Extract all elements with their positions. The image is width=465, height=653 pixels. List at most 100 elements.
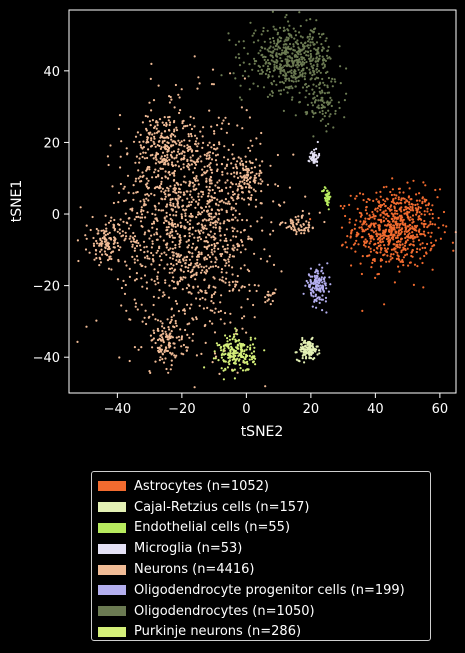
data-point — [157, 169, 160, 172]
data-point — [262, 56, 265, 59]
data-point — [228, 284, 231, 287]
data-point — [349, 194, 352, 197]
data-point — [239, 180, 242, 183]
data-point — [171, 336, 174, 339]
data-point — [266, 299, 269, 302]
data-point — [294, 216, 297, 219]
data-point — [178, 96, 181, 99]
data-point — [208, 163, 211, 166]
data-point — [197, 202, 200, 205]
data-point — [303, 348, 306, 351]
data-point — [422, 222, 426, 225]
data-point — [212, 357, 215, 360]
data-point — [156, 152, 160, 156]
data-point — [290, 85, 293, 88]
data-point — [177, 260, 180, 263]
data-point — [313, 151, 316, 154]
data-point — [135, 244, 139, 248]
data-point — [176, 160, 179, 163]
data-point — [229, 72, 232, 75]
data-point — [222, 369, 225, 372]
data-point — [234, 235, 238, 238]
data-point — [295, 223, 298, 226]
data-point — [398, 191, 401, 194]
data-point — [233, 377, 236, 380]
data-point — [220, 208, 224, 211]
data-point — [96, 232, 99, 235]
data-point — [177, 335, 180, 338]
data-point — [216, 186, 219, 189]
data-point — [178, 239, 181, 243]
data-point — [164, 158, 167, 161]
data-point — [284, 47, 287, 50]
data-point — [322, 189, 325, 193]
data-point — [317, 99, 320, 102]
data-point — [217, 310, 220, 313]
data-point — [232, 244, 235, 247]
data-point — [209, 182, 212, 185]
data-point — [95, 319, 98, 322]
data-point — [224, 237, 228, 240]
data-point — [274, 288, 277, 291]
data-point — [251, 161, 254, 165]
data-point — [379, 259, 382, 262]
data-point — [161, 322, 164, 325]
data-point — [224, 281, 227, 284]
data-point — [131, 207, 134, 210]
data-point — [189, 132, 193, 136]
data-point — [189, 271, 192, 274]
data-point — [286, 60, 290, 63]
data-point — [322, 81, 325, 84]
data-point — [301, 209, 304, 213]
data-point — [277, 46, 280, 49]
data-point — [156, 327, 159, 330]
data-point — [164, 330, 167, 333]
data-point — [232, 333, 236, 336]
data-point — [219, 309, 222, 313]
data-point — [382, 254, 385, 257]
data-point — [393, 224, 396, 227]
data-point — [311, 286, 314, 289]
data-point — [312, 282, 315, 285]
data-point — [227, 353, 230, 356]
data-point — [399, 240, 402, 243]
data-point — [161, 358, 164, 361]
data-point — [190, 215, 193, 218]
data-point — [394, 216, 397, 219]
data-point — [226, 202, 229, 205]
data-point — [410, 202, 413, 206]
data-point — [211, 361, 214, 364]
data-point — [235, 167, 239, 170]
data-point — [303, 46, 306, 50]
data-point — [399, 244, 402, 247]
data-point — [217, 266, 220, 269]
data-point — [187, 283, 190, 286]
data-point — [303, 75, 306, 78]
data-point — [157, 349, 160, 352]
data-point — [311, 38, 314, 41]
data-point — [365, 223, 368, 226]
data-point — [139, 220, 143, 223]
data-point — [197, 157, 200, 160]
data-point — [404, 228, 407, 231]
data-point — [329, 96, 332, 99]
data-point — [135, 155, 138, 158]
data-point — [295, 351, 298, 354]
data-point — [308, 286, 311, 289]
data-point — [326, 189, 329, 192]
data-point — [318, 111, 321, 114]
data-point — [426, 207, 429, 210]
data-point — [296, 39, 299, 42]
data-point — [272, 229, 275, 232]
data-point — [279, 222, 282, 225]
data-point — [368, 217, 371, 221]
data-point — [401, 243, 404, 246]
data-point — [240, 106, 243, 109]
data-point — [231, 230, 235, 233]
data-point — [181, 120, 184, 123]
data-point — [235, 283, 238, 286]
data-point — [325, 193, 328, 196]
data-point — [262, 26, 265, 30]
data-point — [396, 212, 399, 215]
data-point — [260, 69, 263, 72]
